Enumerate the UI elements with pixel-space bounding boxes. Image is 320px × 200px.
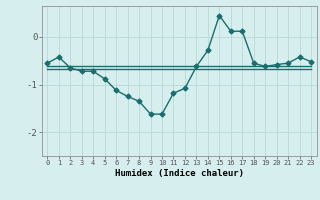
X-axis label: Humidex (Indice chaleur): Humidex (Indice chaleur): [115, 169, 244, 178]
